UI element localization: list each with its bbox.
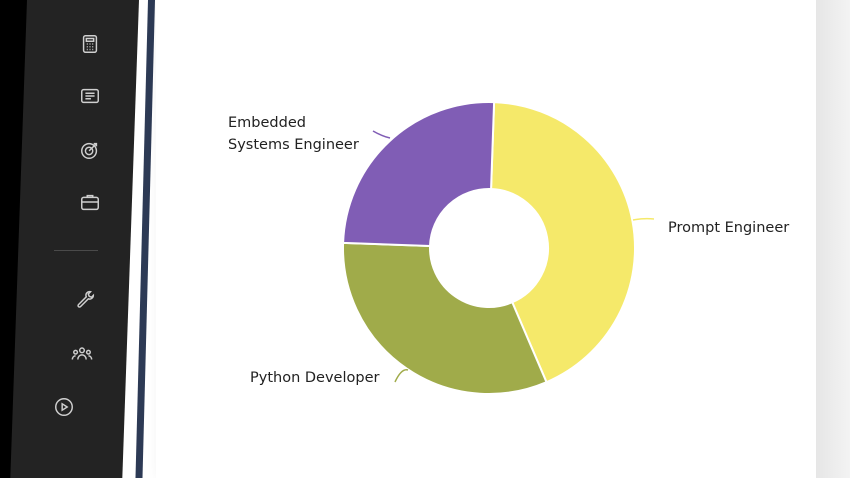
- play-icon[interactable]: [50, 393, 78, 421]
- chart-panel: [156, 0, 816, 478]
- calculator-icon[interactable]: [76, 30, 104, 58]
- slice-python-developer[interactable]: [342, 241, 548, 395]
- wrench-icon[interactable]: [72, 286, 100, 314]
- news-icon[interactable]: [76, 82, 104, 110]
- leader-line: [632, 217, 655, 221]
- briefcase-icon[interactable]: [76, 188, 104, 216]
- team-icon[interactable]: [68, 340, 96, 368]
- right-edge: [816, 0, 850, 478]
- slice-embedded-systems-engineer[interactable]: [342, 101, 496, 247]
- slice-label: Prompt Engineer: [668, 220, 789, 236]
- slice-label: Embedded Systems Engineer: [228, 115, 359, 153]
- slice-label: Python Developer: [250, 370, 379, 386]
- sidebar-divider: [54, 250, 98, 251]
- target-icon[interactable]: [76, 136, 104, 164]
- leader-line: [394, 369, 409, 383]
- leader-line: [372, 130, 391, 139]
- slice-prompt-engineer[interactable]: [490, 101, 636, 384]
